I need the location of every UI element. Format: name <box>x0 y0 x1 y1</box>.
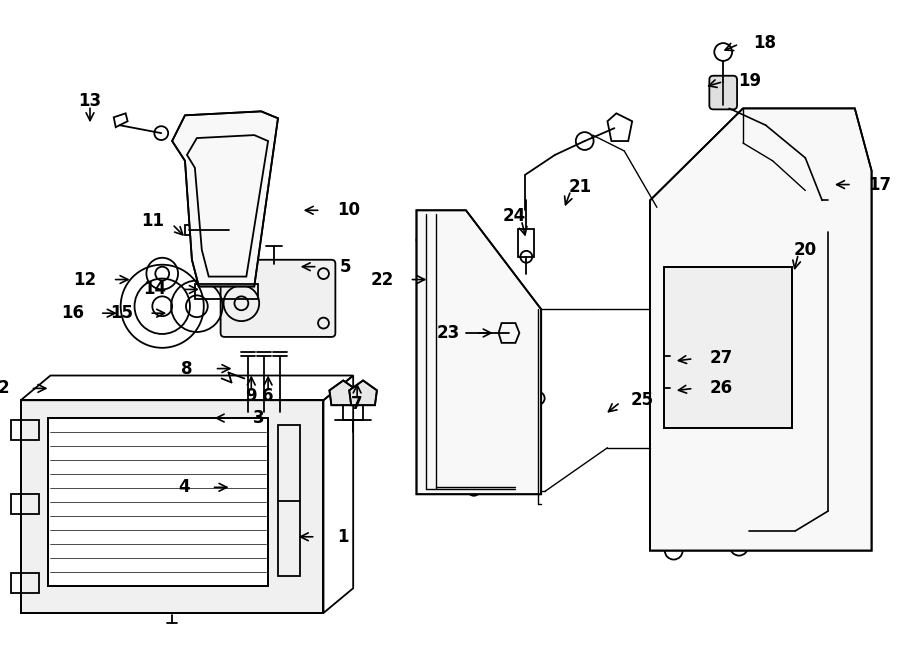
Polygon shape <box>329 381 357 405</box>
FancyBboxPatch shape <box>666 375 708 403</box>
Polygon shape <box>650 108 871 551</box>
Polygon shape <box>21 401 323 613</box>
Polygon shape <box>417 210 541 494</box>
Text: 13: 13 <box>78 93 102 110</box>
Text: 18: 18 <box>753 34 776 52</box>
Text: 22: 22 <box>370 270 393 289</box>
Text: 11: 11 <box>141 212 164 230</box>
Text: 8: 8 <box>181 360 193 377</box>
Text: 6: 6 <box>262 387 274 405</box>
Text: 14: 14 <box>143 280 166 298</box>
Text: 7: 7 <box>351 395 363 413</box>
FancyBboxPatch shape <box>819 221 847 245</box>
Text: 15: 15 <box>110 304 133 322</box>
Polygon shape <box>172 111 278 286</box>
Text: 21: 21 <box>569 178 592 196</box>
Text: 12: 12 <box>74 270 96 289</box>
Text: 1: 1 <box>338 527 349 546</box>
Bar <box>249 481 263 554</box>
Text: 17: 17 <box>868 176 891 194</box>
Text: 27: 27 <box>709 349 733 368</box>
Polygon shape <box>349 381 377 405</box>
Text: 19: 19 <box>738 71 761 90</box>
Text: 16: 16 <box>60 304 84 322</box>
Text: 9: 9 <box>246 387 257 405</box>
Polygon shape <box>664 266 793 428</box>
Text: 26: 26 <box>709 379 733 397</box>
Text: 4: 4 <box>178 479 190 496</box>
FancyBboxPatch shape <box>709 76 737 109</box>
Bar <box>518 229 535 256</box>
Text: 10: 10 <box>337 202 360 219</box>
Bar <box>185 225 193 235</box>
Text: 25: 25 <box>630 391 653 408</box>
Text: 5: 5 <box>339 258 351 276</box>
FancyBboxPatch shape <box>666 342 708 369</box>
Text: 24: 24 <box>503 208 526 225</box>
Text: 23: 23 <box>436 324 460 342</box>
Text: 20: 20 <box>794 241 816 259</box>
Polygon shape <box>49 418 268 586</box>
Text: 2: 2 <box>0 379 9 397</box>
Text: 3: 3 <box>254 409 265 427</box>
FancyBboxPatch shape <box>220 260 336 337</box>
